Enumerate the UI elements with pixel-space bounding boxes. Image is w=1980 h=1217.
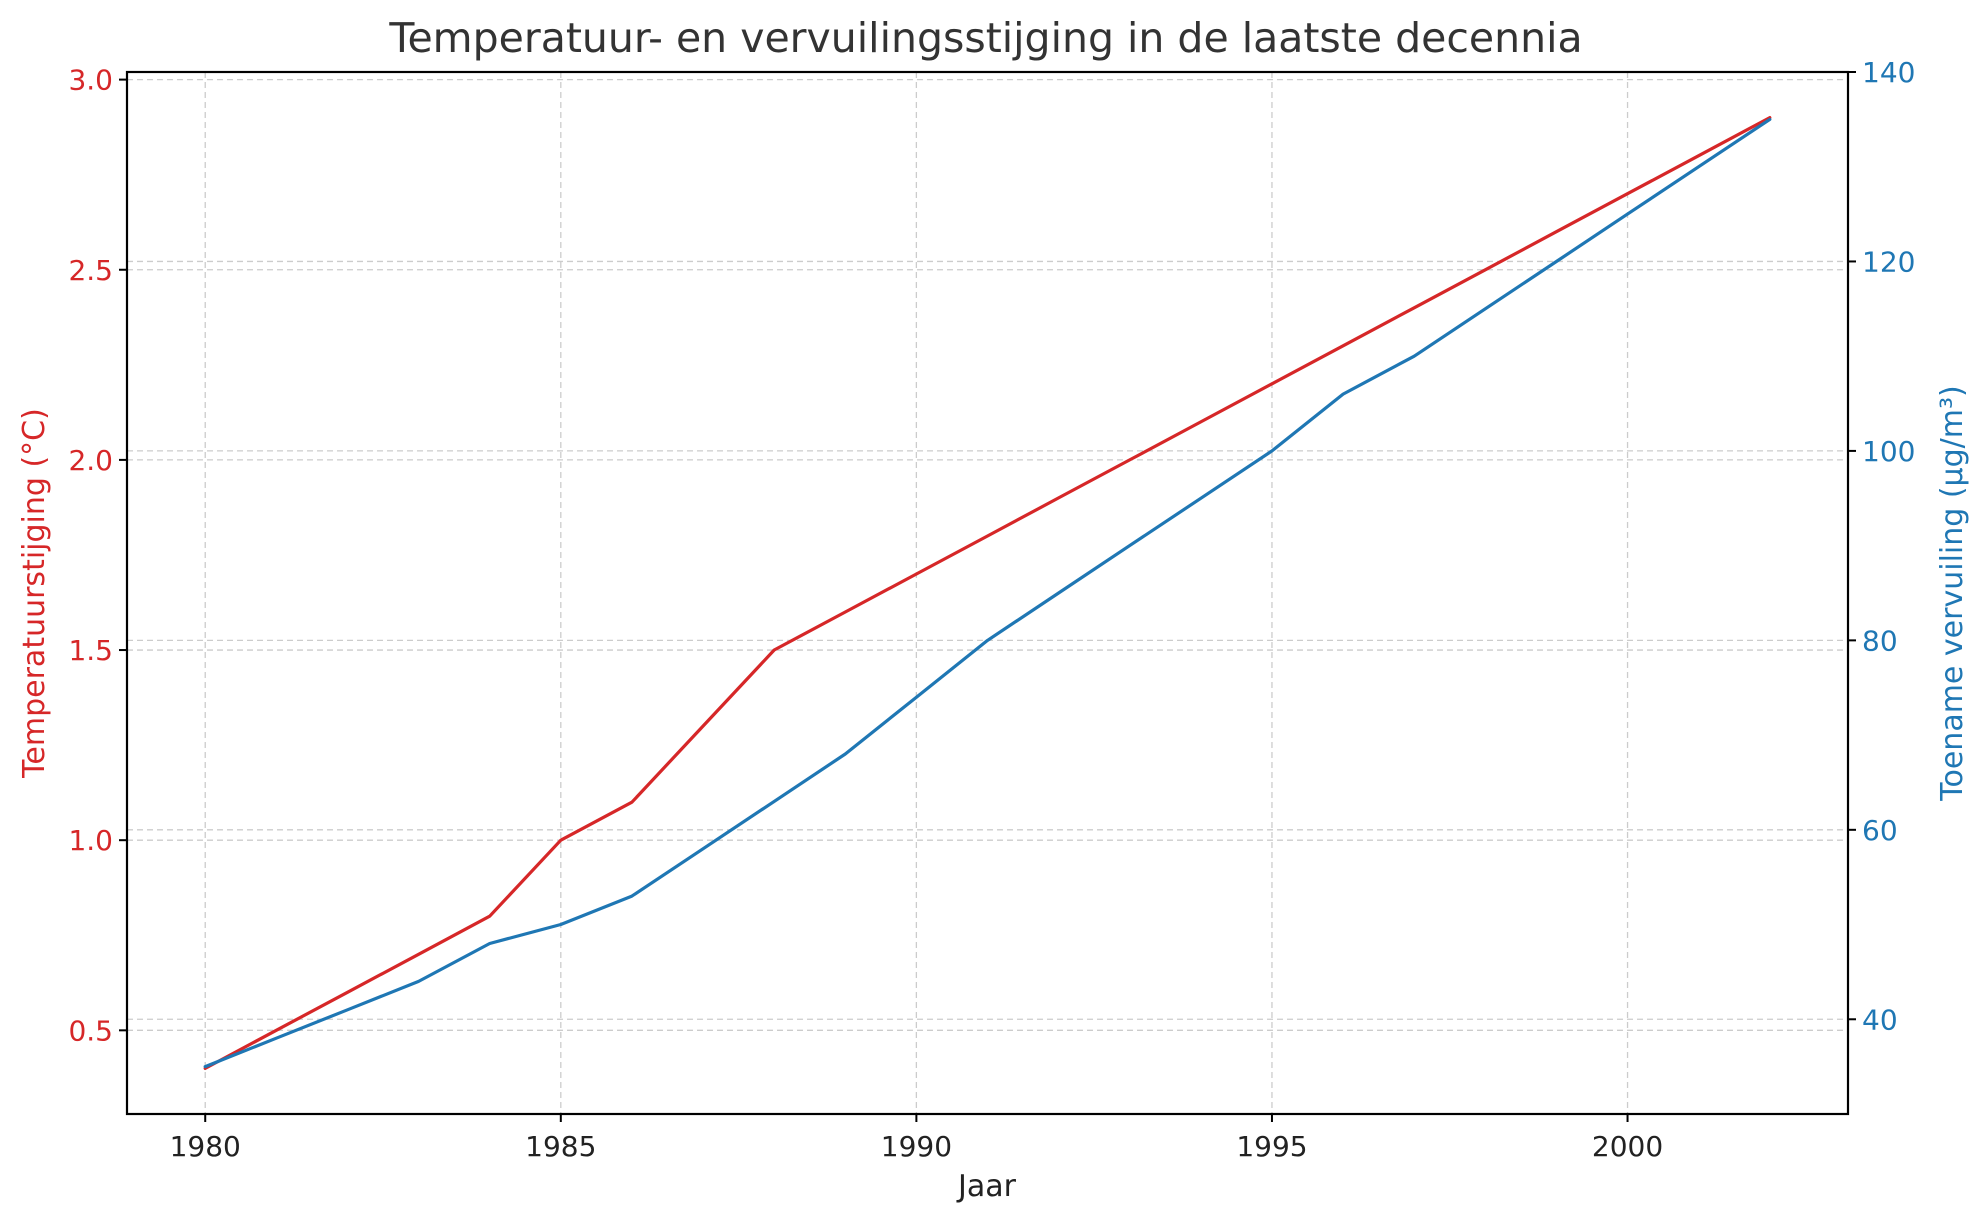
x-tick-label: 1980 (170, 1130, 241, 1163)
left-y-tick-label: 3.0 (68, 64, 113, 97)
chart-title: Temperatuur- en vervuilingsstijging in d… (388, 14, 1582, 62)
pollution-series-line (203, 117, 1772, 1069)
right-y-tick-label: 60 (1862, 814, 1898, 847)
x-tick-label: 1990 (881, 1130, 952, 1163)
plot-frame (125, 70, 1850, 1116)
grid-lines (127, 71, 1848, 1114)
right-y-tick-label: 100 (1862, 435, 1915, 468)
left-y-tick-label: 1.0 (68, 824, 113, 857)
temperature-series-line (203, 115, 1772, 1071)
left-y-axis-label: Temperatuurstijging (°C) (17, 408, 52, 779)
left-y-tick-label: 1.5 (68, 634, 113, 667)
x-tick-label: 1995 (1236, 1130, 1307, 1163)
series-lines (203, 115, 1772, 1071)
right-y-tick-label: 140 (1862, 56, 1915, 89)
left-y-tick-label: 0.5 (68, 1014, 113, 1047)
right-y-tick-label: 40 (1862, 1003, 1898, 1036)
x-axis-label: Jaar (956, 1169, 1017, 1204)
right-y-tick-label: 80 (1862, 624, 1898, 657)
right-y-tick-label: 120 (1862, 245, 1915, 278)
x-tick-label: 1985 (525, 1130, 596, 1163)
tick-labels: 1980 1985 1990 1995 2000 0.5 1.0 1.5 2.0 2.5 3.0 40… (68, 56, 1915, 1163)
axes (125, 70, 1850, 1116)
right-y-axis-label: Toename vervuiling (µg/m³) (1935, 385, 1970, 801)
left-y-tick-label: 2.5 (68, 254, 113, 287)
x-tick-label: 2000 (1592, 1130, 1663, 1163)
left-y-tick-label: 2.0 (68, 444, 113, 477)
